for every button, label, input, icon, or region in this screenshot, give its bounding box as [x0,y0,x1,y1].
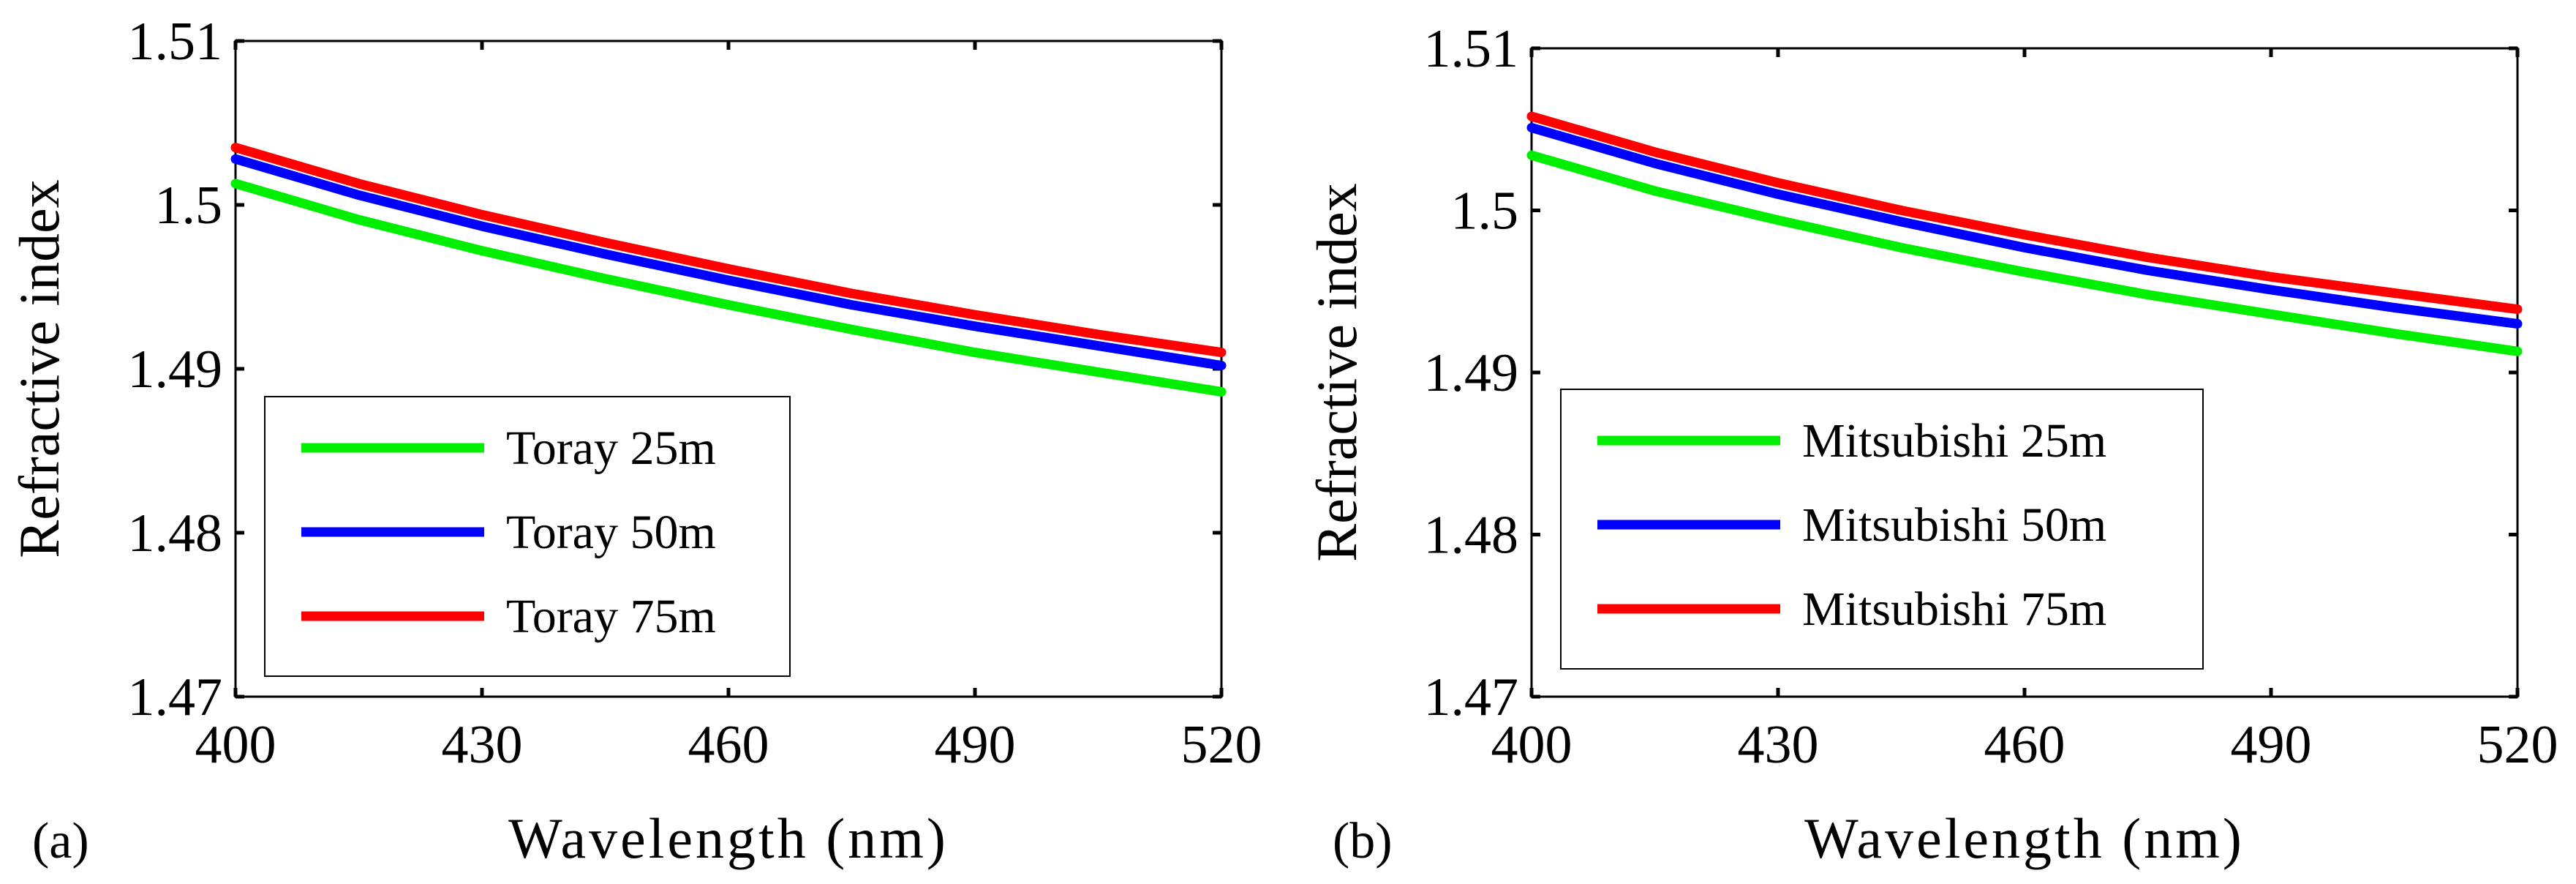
y-tick-label: 1.5 [155,176,223,236]
x-tick-label: 460 [688,715,769,775]
legend: Toray 25m Toray 50m Toray 75m [264,396,791,677]
series-line-mitsubishi-75m [1526,111,2523,315]
x-tick-label: 460 [1984,715,2065,775]
chart-panel-b: 400 430 460 490 520 1.47 1.48 1.49 1.5 1.51 Mitsub… [1305,19,2558,870]
legend-label: Mitsubishi 50m [1802,498,2106,552]
y-tick-label: 1.47 [128,667,223,727]
legend-label: Toray 50m [506,506,716,559]
x-axis-label: Wavelength (nm) [1804,806,2245,870]
y-tick-label: 1.48 [1424,506,1519,566]
series-line-toray-25m [230,179,1227,397]
legend-label: Toray 75m [506,590,716,643]
y-tick-label: 1.48 [128,503,223,563]
y-axis-label: Refractive index [7,179,71,558]
legend-label: Toray 25m [506,422,716,475]
chart-panel-a: 400 430 460 490 520 1.47 1.48 1.49 1.5 1.51 Toray … [7,12,1262,870]
y-tick-label: 1.47 [1424,667,1519,727]
y-tick-label: 1.5 [1451,181,1519,241]
x-tick-label: 400 [195,715,276,775]
legend: Mitsubishi 25m Mitsubishi 50m Mitsubishi 7… [1560,389,2204,670]
series-line-toray-75m [230,143,1227,358]
legend-label: Mitsubishi 75m [1802,583,2106,636]
legend-label: Mitsubishi 25m [1802,414,2106,468]
x-tick-label: 490 [2231,715,2312,775]
x-tick-label: 400 [1491,715,1573,775]
y-axis-label: Refractive index [1305,183,1368,562]
x-axis-label: Wavelength (nm) [508,806,949,870]
y-tick-label: 1.49 [1424,343,1519,403]
series-line-toray-50m [230,154,1227,370]
series-line-mitsubishi-25m [1526,150,2523,356]
y-tick-label: 1.51 [128,12,223,72]
panel-label: (a) [32,813,89,869]
x-tick-label: 430 [442,715,523,775]
x-tick-label: 520 [2477,715,2558,775]
panel-label: (b) [1333,813,1393,869]
y-tick-label: 1.49 [128,340,223,400]
x-tick-label: 520 [1181,715,1262,775]
x-tick-label: 430 [1738,715,1819,775]
x-tick-label: 490 [935,715,1016,775]
y-tick-label: 1.51 [1424,19,1519,79]
series-line-mitsubishi-50m [1526,123,2523,329]
